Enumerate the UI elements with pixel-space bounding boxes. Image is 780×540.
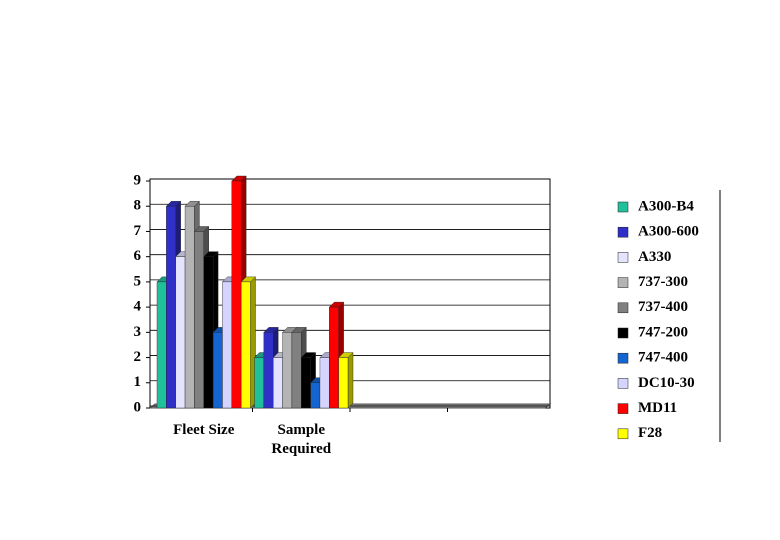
legend-swatch	[617, 226, 629, 238]
legend-swatch	[617, 302, 629, 314]
y-tick-label: 6	[134, 248, 142, 264]
legend-label: 737-300	[638, 274, 688, 290]
bar-side	[347, 352, 354, 409]
legend-label: A300-B4	[638, 198, 694, 214]
bar-front	[240, 281, 251, 409]
legend-label: 737-400	[638, 299, 688, 315]
y-tick-label: 8	[134, 198, 142, 214]
legend-swatch	[617, 327, 629, 339]
y-tick-label: 1	[134, 374, 142, 390]
legend-swatch	[617, 428, 629, 440]
legend-label: A330	[638, 249, 671, 265]
bar-front	[166, 206, 176, 409]
legend-swatch	[617, 277, 629, 288]
bar-front	[329, 306, 339, 409]
legend-label: F28	[638, 425, 662, 441]
y-tick-label: 0	[134, 399, 142, 415]
bar-front	[319, 357, 330, 409]
legend-swatch	[617, 252, 629, 263]
legend-label: DC10-30	[638, 375, 695, 391]
legend-label: MD11	[638, 400, 677, 416]
y-tick-label: 5	[134, 273, 142, 289]
x-tick-label: Fleet Size	[173, 422, 235, 438]
bar-front	[310, 382, 321, 409]
bar	[338, 352, 354, 409]
bar-front	[231, 180, 242, 409]
bar-front	[338, 357, 349, 409]
bar-front	[263, 332, 274, 409]
bar-front	[222, 281, 232, 409]
y-tick-label: 9	[134, 172, 142, 188]
bar-front	[175, 256, 186, 409]
legend-swatch	[617, 403, 629, 414]
y-tick-label: 4	[134, 299, 142, 315]
bar-front	[301, 357, 311, 409]
legend-label: 747-200	[638, 324, 688, 340]
legend-label: A300-600	[638, 224, 699, 240]
bar-front	[254, 357, 265, 409]
x-tick-label: Sample Required	[271, 422, 332, 457]
bar-front	[291, 332, 302, 409]
y-tick-label: 2	[134, 349, 142, 365]
bar-front	[194, 231, 204, 409]
bar	[240, 276, 256, 409]
bar-front	[273, 357, 283, 409]
bar-front	[156, 281, 167, 409]
y-tick-label: 3	[134, 324, 142, 340]
y-tick-label: 7	[134, 223, 142, 239]
legend-swatch	[617, 378, 629, 389]
legend-label: 747-400	[638, 350, 688, 366]
bar-front	[282, 332, 293, 409]
bar-front	[212, 332, 223, 409]
legend-swatch	[617, 201, 629, 213]
legend-swatch	[617, 352, 629, 364]
bar-front	[184, 206, 195, 409]
bar-front	[203, 256, 214, 409]
